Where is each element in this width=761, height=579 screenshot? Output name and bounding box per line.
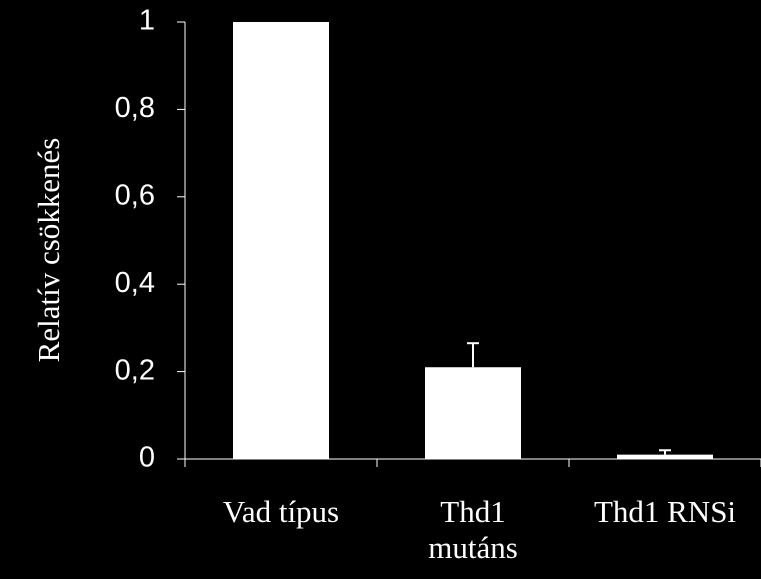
y-tick-label: 0,2	[115, 354, 155, 386]
y-tick-label: 0	[139, 442, 155, 474]
bar	[617, 454, 713, 459]
x-tick-label: Thd1 mutáns	[428, 494, 518, 565]
y-tick-label: 1	[139, 5, 155, 37]
y-tick-label: 0,4	[115, 267, 155, 299]
y-axis-label: Relatív csökkenés	[31, 138, 66, 363]
bar	[425, 367, 521, 459]
x-tick-label: Thd1 RNSi	[593, 494, 737, 529]
y-tick-label: 0,6	[115, 179, 155, 211]
error-bar	[467, 342, 479, 368]
bar	[233, 22, 329, 459]
y-tick-label: 0,8	[115, 92, 155, 124]
error-bar	[659, 449, 671, 455]
x-tick-label: Vad típus	[222, 494, 340, 529]
